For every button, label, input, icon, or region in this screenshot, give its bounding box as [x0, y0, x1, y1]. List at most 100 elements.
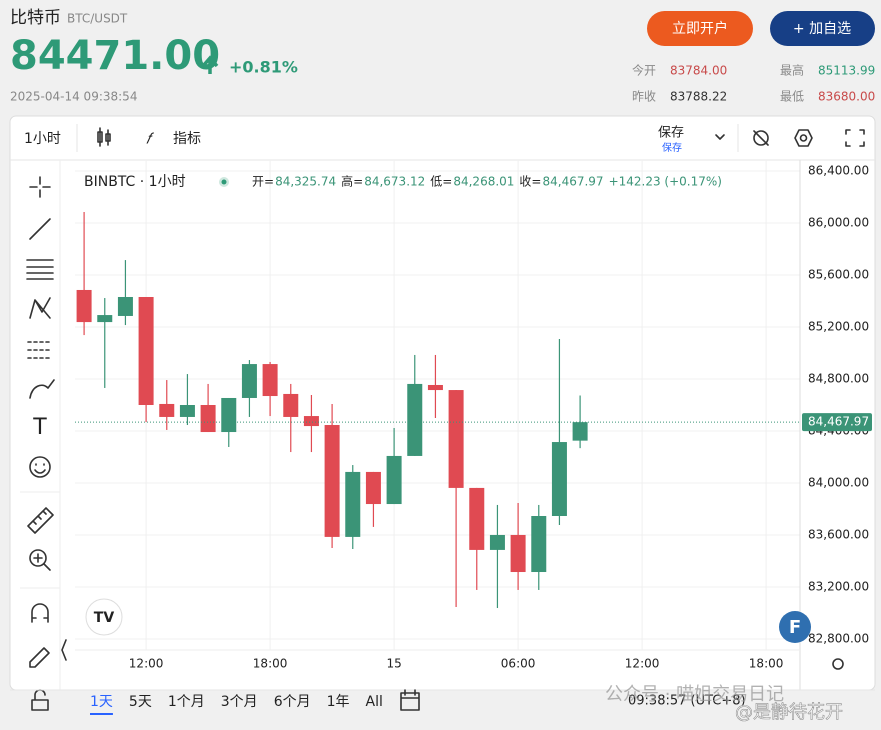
- range-option[interactable]: 3个月: [221, 694, 258, 710]
- x-tick-label: 15: [386, 657, 401, 671]
- fib-tool[interactable]: [26, 259, 54, 280]
- legend-label: 开=: [252, 175, 274, 189]
- y-tick-label: 85,200.00: [808, 320, 869, 334]
- ohlc-legend: 开= 84,325.74 高= 84,673.12 低= 84,268.01 收= 84,46…: [252, 174, 722, 189]
- y-tick-label: 82,800.00: [808, 631, 869, 645]
- settings-icon-core: [799, 134, 808, 142]
- candle-body: [283, 393, 299, 417]
- watermark: @是静待花开: [735, 702, 843, 723]
- legend-label: 高=: [341, 174, 363, 189]
- candle-body: [138, 296, 154, 405]
- range-option[interactable]: 6个月: [274, 694, 311, 710]
- candle-type-icon[interactable]: [97, 127, 111, 147]
- save[interactable]: 保存: [658, 126, 684, 141]
- candle-body: [531, 515, 547, 573]
- button-label[interactable]: 立即开户: [672, 20, 728, 37]
- button-label[interactable]: + 加自选: [793, 21, 851, 37]
- legend-value: 84,268.01: [453, 175, 514, 189]
- settings-icon[interactable]: [794, 129, 813, 147]
- stat-label: 今开: [632, 63, 656, 78]
- stat-label: 最高: [780, 63, 804, 78]
- range-option[interactable]: 1天: [90, 694, 113, 710]
- up-arrow: [201, 55, 219, 74]
- zoom-tool[interactable]: [29, 549, 51, 571]
- y-tick-label: 83,600.00: [808, 527, 869, 541]
- asset-pair: BTC/USDT: [67, 12, 128, 26]
- candle-body: [200, 405, 216, 433]
- y-tick-label: 86,000.00: [808, 216, 869, 230]
- emoji-tool[interactable]: [29, 456, 51, 478]
- alert-icon[interactable]: [753, 130, 769, 146]
- stat-label: 昨收: [632, 90, 656, 104]
- brush-tool[interactable]: [29, 379, 55, 399]
- emoji-face: [34, 463, 46, 474]
- candle-body: [345, 471, 361, 537]
- tv-logo[interactable]: [85, 598, 123, 636]
- legend-value: 84,673.12: [364, 175, 425, 189]
- last-price-label: 84,467.97: [808, 415, 869, 429]
- fullscreen-icon[interactable]: [845, 129, 865, 147]
- y-tick-label: 84,800.00: [808, 372, 869, 386]
- range-bar: 1天 5天 1个月 3个月 6个月 1年 All: [90, 694, 383, 715]
- datetime: 2025-04-14 09:38:54: [10, 90, 137, 104]
- projection-tool[interactable]: [27, 341, 53, 359]
- candle-body: [469, 487, 485, 550]
- tv-logo-mark: TV: [94, 610, 115, 626]
- save-sub[interactable]: 保存: [662, 141, 682, 154]
- indicators[interactable]: 指标: [173, 131, 201, 147]
- clock: 09:38:57 (UTC+8): [628, 694, 746, 709]
- y-tick-label: 86,400.00: [808, 164, 869, 178]
- trendline-tool[interactable]: [29, 218, 51, 240]
- candle-body: [262, 364, 278, 397]
- candle-body: [510, 534, 526, 573]
- stat-value: 83680.00: [818, 90, 875, 104]
- fx-icon[interactable]: 𝑓: [146, 130, 155, 148]
- pattern-tool[interactable]: [29, 297, 51, 319]
- f-badge[interactable]: [779, 611, 811, 643]
- candle-body: [221, 397, 237, 433]
- f-badge-mark: F: [789, 617, 801, 638]
- magnet-tool[interactable]: [31, 603, 49, 623]
- legend-label: 收=: [519, 175, 541, 189]
- legend-value: 84,467.97: [542, 175, 603, 189]
- candle-body: [159, 403, 175, 417]
- stat-value: 83784.00: [670, 64, 727, 78]
- stat-value: 83788.22: [670, 90, 727, 104]
- ruler-tool[interactable]: [27, 507, 54, 534]
- text-tool[interactable]: T: [32, 415, 47, 440]
- x-tick-label: 12:00: [129, 657, 164, 671]
- plot-area: 86,400.00 86,000.00 85,600.00 85,200.00 84,8…: [75, 160, 872, 690]
- last-price-tag: [802, 413, 872, 432]
- price: 84471.00: [10, 33, 220, 79]
- y-tick-label: 84,000.00: [808, 475, 869, 489]
- range-option[interactable]: All: [366, 694, 383, 710]
- candle-body: [324, 425, 340, 537]
- collapse-handle[interactable]: [61, 639, 67, 661]
- candle-body: [365, 471, 381, 505]
- stat-label: 最低: [780, 90, 804, 104]
- candle-body: [241, 364, 257, 398]
- asset-name: 比特币: [10, 8, 61, 28]
- candle-body: [303, 416, 319, 427]
- range-option[interactable]: 1个月: [168, 694, 205, 710]
- stat-value: 85113.99: [818, 64, 875, 78]
- candle-body: [386, 455, 402, 505]
- legend-value: 84,325.74: [275, 175, 336, 189]
- legend-label: 低=: [430, 175, 452, 189]
- range-option[interactable]: 5天: [129, 694, 152, 710]
- crosshair-tool[interactable]: [29, 176, 51, 198]
- axis-settings[interactable]: [832, 658, 844, 670]
- watermark: 公众号 · 喵姐交易日记: [605, 684, 784, 705]
- lock-draw-tool[interactable]: [29, 647, 50, 668]
- chevron[interactable]: [715, 134, 725, 140]
- legend-change: +142.23 (+0.17%): [609, 175, 722, 189]
- x-tick-label: 18:00: [749, 657, 784, 671]
- interval[interactable]: 1小时: [24, 131, 61, 147]
- watchlist-button[interactable]: [770, 11, 875, 46]
- open-account-button[interactable]: [647, 11, 753, 46]
- candle-body: [489, 534, 505, 550]
- range-option[interactable]: 1年: [327, 694, 350, 710]
- candle-body: [572, 422, 588, 441]
- calendar-icon[interactable]: [400, 689, 420, 711]
